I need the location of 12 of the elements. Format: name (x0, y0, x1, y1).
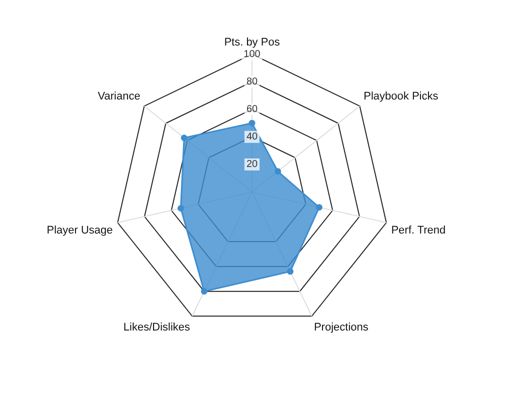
spoke-label: Perf. Trend (391, 224, 446, 236)
y-tick-label: 20 (246, 159, 258, 170)
spoke-label: Pts. by Pos (224, 36, 280, 49)
y-tick-label: 100 (244, 48, 261, 60)
y-tick-label: 40 (246, 132, 258, 143)
y-tick-label: 80 (246, 76, 258, 88)
spoke-label: Likes/Dislikes (123, 321, 191, 334)
spoke-label: Playbook Picks (364, 90, 439, 102)
y-tick-label: 60 (246, 104, 258, 116)
spoke-label: Player Usage (46, 224, 113, 236)
spoke-label: Variance (98, 90, 140, 102)
spoke-label: Projections (314, 321, 369, 334)
